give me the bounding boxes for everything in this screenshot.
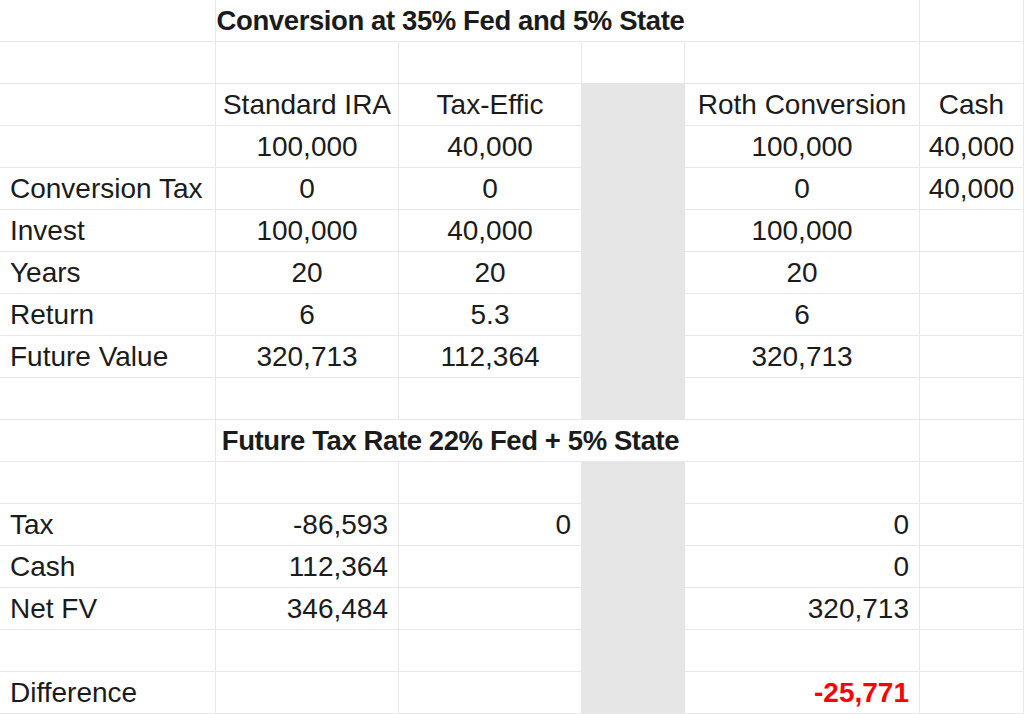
header-standard-ira[interactable]: Standard IRA — [216, 84, 399, 126]
cell-blank[interactable] — [920, 630, 1024, 672]
spacer-cell[interactable] — [582, 84, 685, 126]
cell-blank[interactable] — [0, 462, 216, 504]
label-cash[interactable]: Cash — [0, 546, 216, 588]
cell-blank[interactable] — [685, 630, 920, 672]
cell-cash-start[interactable]: 40,000 — [920, 126, 1024, 168]
cell-blank[interactable] — [399, 588, 582, 630]
spacer-cell[interactable] — [582, 336, 685, 378]
cell-blank[interactable] — [685, 42, 920, 84]
label-return[interactable]: Return — [0, 294, 216, 336]
cell-roth-conversion-conversion-tax[interactable]: 0 — [685, 168, 920, 210]
spreadsheet: Conversion at 35% Fed and 5% State Stand… — [0, 0, 1024, 714]
cell-tax-effic-future-value[interactable]: 112,364 — [399, 336, 582, 378]
cell-blank[interactable] — [685, 378, 920, 420]
label-future-value[interactable]: Future Value — [0, 336, 216, 378]
spacer-cell[interactable] — [582, 546, 685, 588]
cell-blank[interactable] — [216, 630, 399, 672]
cell-blank[interactable] — [920, 252, 1024, 294]
cell-tax-effic-conversion-tax[interactable]: 0 — [399, 168, 582, 210]
cell-tax-effic-tax[interactable]: 0 — [399, 504, 582, 546]
label-difference[interactable]: Difference — [0, 672, 216, 714]
cell-blank[interactable] — [920, 462, 1024, 504]
cell-blank[interactable] — [0, 378, 216, 420]
cell-standard-ira-invest[interactable]: 100,000 — [216, 210, 399, 252]
cell-roth-conversion-start[interactable]: 100,000 — [685, 126, 920, 168]
cell-blank[interactable] — [399, 462, 582, 504]
cell-blank[interactable] — [216, 42, 399, 84]
cell-blank[interactable] — [399, 546, 582, 588]
label-years[interactable]: Years — [0, 252, 216, 294]
cell-standard-ira-future-value[interactable]: 320,713 — [216, 336, 399, 378]
cell-blank[interactable] — [920, 672, 1024, 714]
cell-blank[interactable] — [685, 420, 920, 462]
cell-roth-conversion-invest[interactable]: 100,000 — [685, 210, 920, 252]
spacer-cell[interactable] — [582, 588, 685, 630]
cell-standard-ira-start[interactable]: 100,000 — [216, 126, 399, 168]
cell-tax-effic-return[interactable]: 5.3 — [399, 294, 582, 336]
label-conversion-tax[interactable]: Conversion Tax — [0, 168, 216, 210]
cell-blank[interactable] — [399, 672, 582, 714]
cell-blank[interactable] — [399, 630, 582, 672]
cell-roth-conversion-future-value[interactable]: 320,713 — [685, 336, 920, 378]
cell-blank[interactable] — [0, 630, 216, 672]
cell-blank[interactable] — [920, 210, 1024, 252]
cell-blank[interactable] — [216, 462, 399, 504]
cell-tax-effic-invest[interactable]: 40,000 — [399, 210, 582, 252]
cell-blank[interactable] — [216, 672, 399, 714]
cell-blank[interactable] — [399, 378, 582, 420]
cell-blank[interactable] — [920, 546, 1024, 588]
cell-blank[interactable] — [920, 42, 1024, 84]
cell-blank[interactable] — [685, 0, 920, 42]
spacer-cell[interactable] — [582, 504, 685, 546]
spacer-cell[interactable] — [582, 126, 685, 168]
cell-blank[interactable] — [0, 126, 216, 168]
cell-blank[interactable] — [685, 462, 920, 504]
cell-cash-conversion-tax[interactable]: 40,000 — [920, 168, 1024, 210]
spacer-cell[interactable] — [582, 378, 685, 420]
cell-tax-effic-years[interactable]: 20 — [399, 252, 582, 294]
cell-standard-ira-years[interactable]: 20 — [216, 252, 399, 294]
section1-title[interactable]: Conversion at 35% Fed and 5% State — [216, 0, 685, 42]
spacer-cell[interactable] — [582, 462, 685, 504]
cell-blank[interactable] — [0, 84, 216, 126]
label-invest[interactable]: Invest — [0, 210, 216, 252]
cell-blank[interactable] — [0, 42, 216, 84]
cell-blank[interactable] — [0, 0, 216, 42]
cell-blank[interactable] — [920, 294, 1024, 336]
cell-roth-conversion-net-fv[interactable]: 320,713 — [685, 588, 920, 630]
cell-blank[interactable] — [582, 42, 685, 84]
cell-standard-ira-return[interactable]: 6 — [216, 294, 399, 336]
cell-blank[interactable] — [920, 378, 1024, 420]
cell-standard-ira-conversion-tax[interactable]: 0 — [216, 168, 399, 210]
header-cash[interactable]: Cash — [920, 84, 1024, 126]
spacer-cell[interactable] — [582, 672, 685, 714]
cell-roth-conversion-tax[interactable]: 0 — [685, 504, 920, 546]
header-tax-effic[interactable]: Tax-Effic — [399, 84, 582, 126]
cell-blank[interactable] — [216, 378, 399, 420]
cell-roth-conversion-cash[interactable]: 0 — [685, 546, 920, 588]
label-net-fv[interactable]: Net FV — [0, 588, 216, 630]
cell-blank[interactable] — [0, 420, 216, 462]
cell-blank[interactable] — [920, 420, 1024, 462]
cell-standard-ira-tax[interactable]: -86,593 — [216, 504, 399, 546]
cell-blank[interactable] — [399, 42, 582, 84]
cell-tax-effic-start[interactable]: 40,000 — [399, 126, 582, 168]
section2-title[interactable]: Future Tax Rate 22% Fed + 5% State — [216, 420, 685, 462]
cell-blank[interactable] — [920, 336, 1024, 378]
cell-blank[interactable] — [920, 0, 1024, 42]
label-tax[interactable]: Tax — [0, 504, 216, 546]
cell-standard-ira-cash[interactable]: 112,364 — [216, 546, 399, 588]
cell-roth-conversion-years[interactable]: 20 — [685, 252, 920, 294]
spacer-cell[interactable] — [582, 210, 685, 252]
spacer-cell[interactable] — [582, 168, 685, 210]
cell-roth-conversion-difference[interactable]: -25,771 — [685, 672, 920, 714]
cell-roth-conversion-return[interactable]: 6 — [685, 294, 920, 336]
cell-blank[interactable] — [920, 588, 1024, 630]
cell-blank[interactable] — [920, 504, 1024, 546]
cell-standard-ira-net-fv[interactable]: 346,484 — [216, 588, 399, 630]
spacer-cell[interactable] — [582, 252, 685, 294]
header-roth-conversion[interactable]: Roth Conversion — [685, 84, 920, 126]
spacer-cell[interactable] — [582, 630, 685, 672]
spacer-cell[interactable] — [582, 294, 685, 336]
